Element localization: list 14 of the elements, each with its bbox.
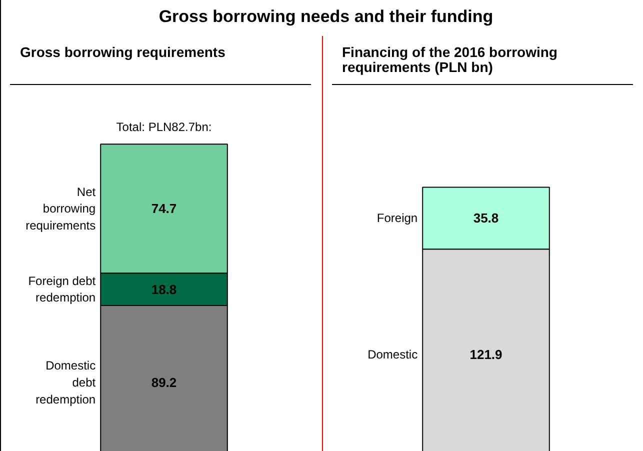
data-label: 121.9: [470, 346, 502, 362]
data-label: 18.8: [151, 282, 177, 297]
text: Gross borrowing needs and their funding: [158, 6, 494, 28]
data-label: 74.7: [151, 201, 177, 216]
data-label: 89.2: [151, 375, 177, 390]
text: Total: PLN82.7bn:: [116, 120, 212, 134]
series-label: Foreign: [376, 211, 418, 226]
series-label: Net borrowing requirements: [26, 184, 96, 232]
chart-subtitle: Gross borrowing requirements: [20, 44, 226, 60]
series-label: Domestic: [368, 347, 418, 362]
series-label: Domestic debt redemption: [36, 358, 96, 406]
chart-title: Financing of the 2016 borrowing requirements (PLN bn): [342, 44, 558, 75]
data-label: 35.8: [473, 210, 499, 226]
series-label: Foreign debt redemption: [28, 274, 96, 305]
